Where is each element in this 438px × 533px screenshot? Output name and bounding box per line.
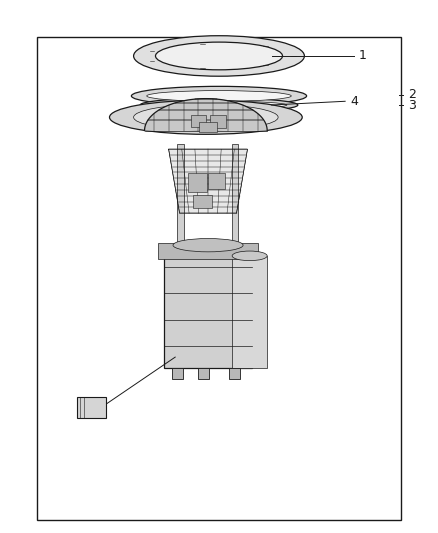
Ellipse shape xyxy=(134,104,278,130)
Text: 2: 2 xyxy=(408,88,416,101)
Bar xyxy=(193,195,212,208)
Bar xyxy=(199,122,217,132)
Bar xyxy=(191,115,206,127)
Bar xyxy=(210,115,226,128)
Polygon shape xyxy=(169,149,247,213)
Ellipse shape xyxy=(151,101,287,109)
Ellipse shape xyxy=(155,42,283,70)
Bar xyxy=(158,243,258,259)
Bar xyxy=(172,368,183,379)
Bar xyxy=(232,256,267,368)
Bar xyxy=(188,173,207,192)
Ellipse shape xyxy=(131,86,307,106)
Bar xyxy=(198,368,209,379)
Bar xyxy=(229,368,240,379)
Polygon shape xyxy=(145,99,267,131)
Text: 1: 1 xyxy=(359,50,367,62)
Ellipse shape xyxy=(232,251,267,261)
Ellipse shape xyxy=(147,91,291,101)
Bar xyxy=(232,144,238,245)
Ellipse shape xyxy=(140,98,298,112)
Ellipse shape xyxy=(173,239,243,252)
Bar xyxy=(208,173,225,189)
FancyBboxPatch shape xyxy=(77,397,106,418)
Text: 3: 3 xyxy=(408,99,416,111)
Bar xyxy=(37,37,401,520)
Ellipse shape xyxy=(134,36,304,76)
Ellipse shape xyxy=(110,100,302,134)
Text: 4: 4 xyxy=(350,95,358,108)
Bar xyxy=(164,245,252,368)
Bar xyxy=(177,144,184,245)
